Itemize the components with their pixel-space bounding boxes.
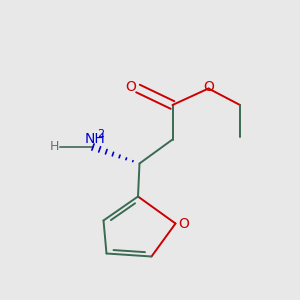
- Text: O: O: [178, 217, 189, 230]
- Text: 2: 2: [98, 129, 105, 139]
- Text: O: O: [203, 80, 214, 94]
- Text: NH: NH: [84, 132, 105, 145]
- Text: O: O: [125, 80, 136, 94]
- Text: H: H: [50, 140, 59, 154]
